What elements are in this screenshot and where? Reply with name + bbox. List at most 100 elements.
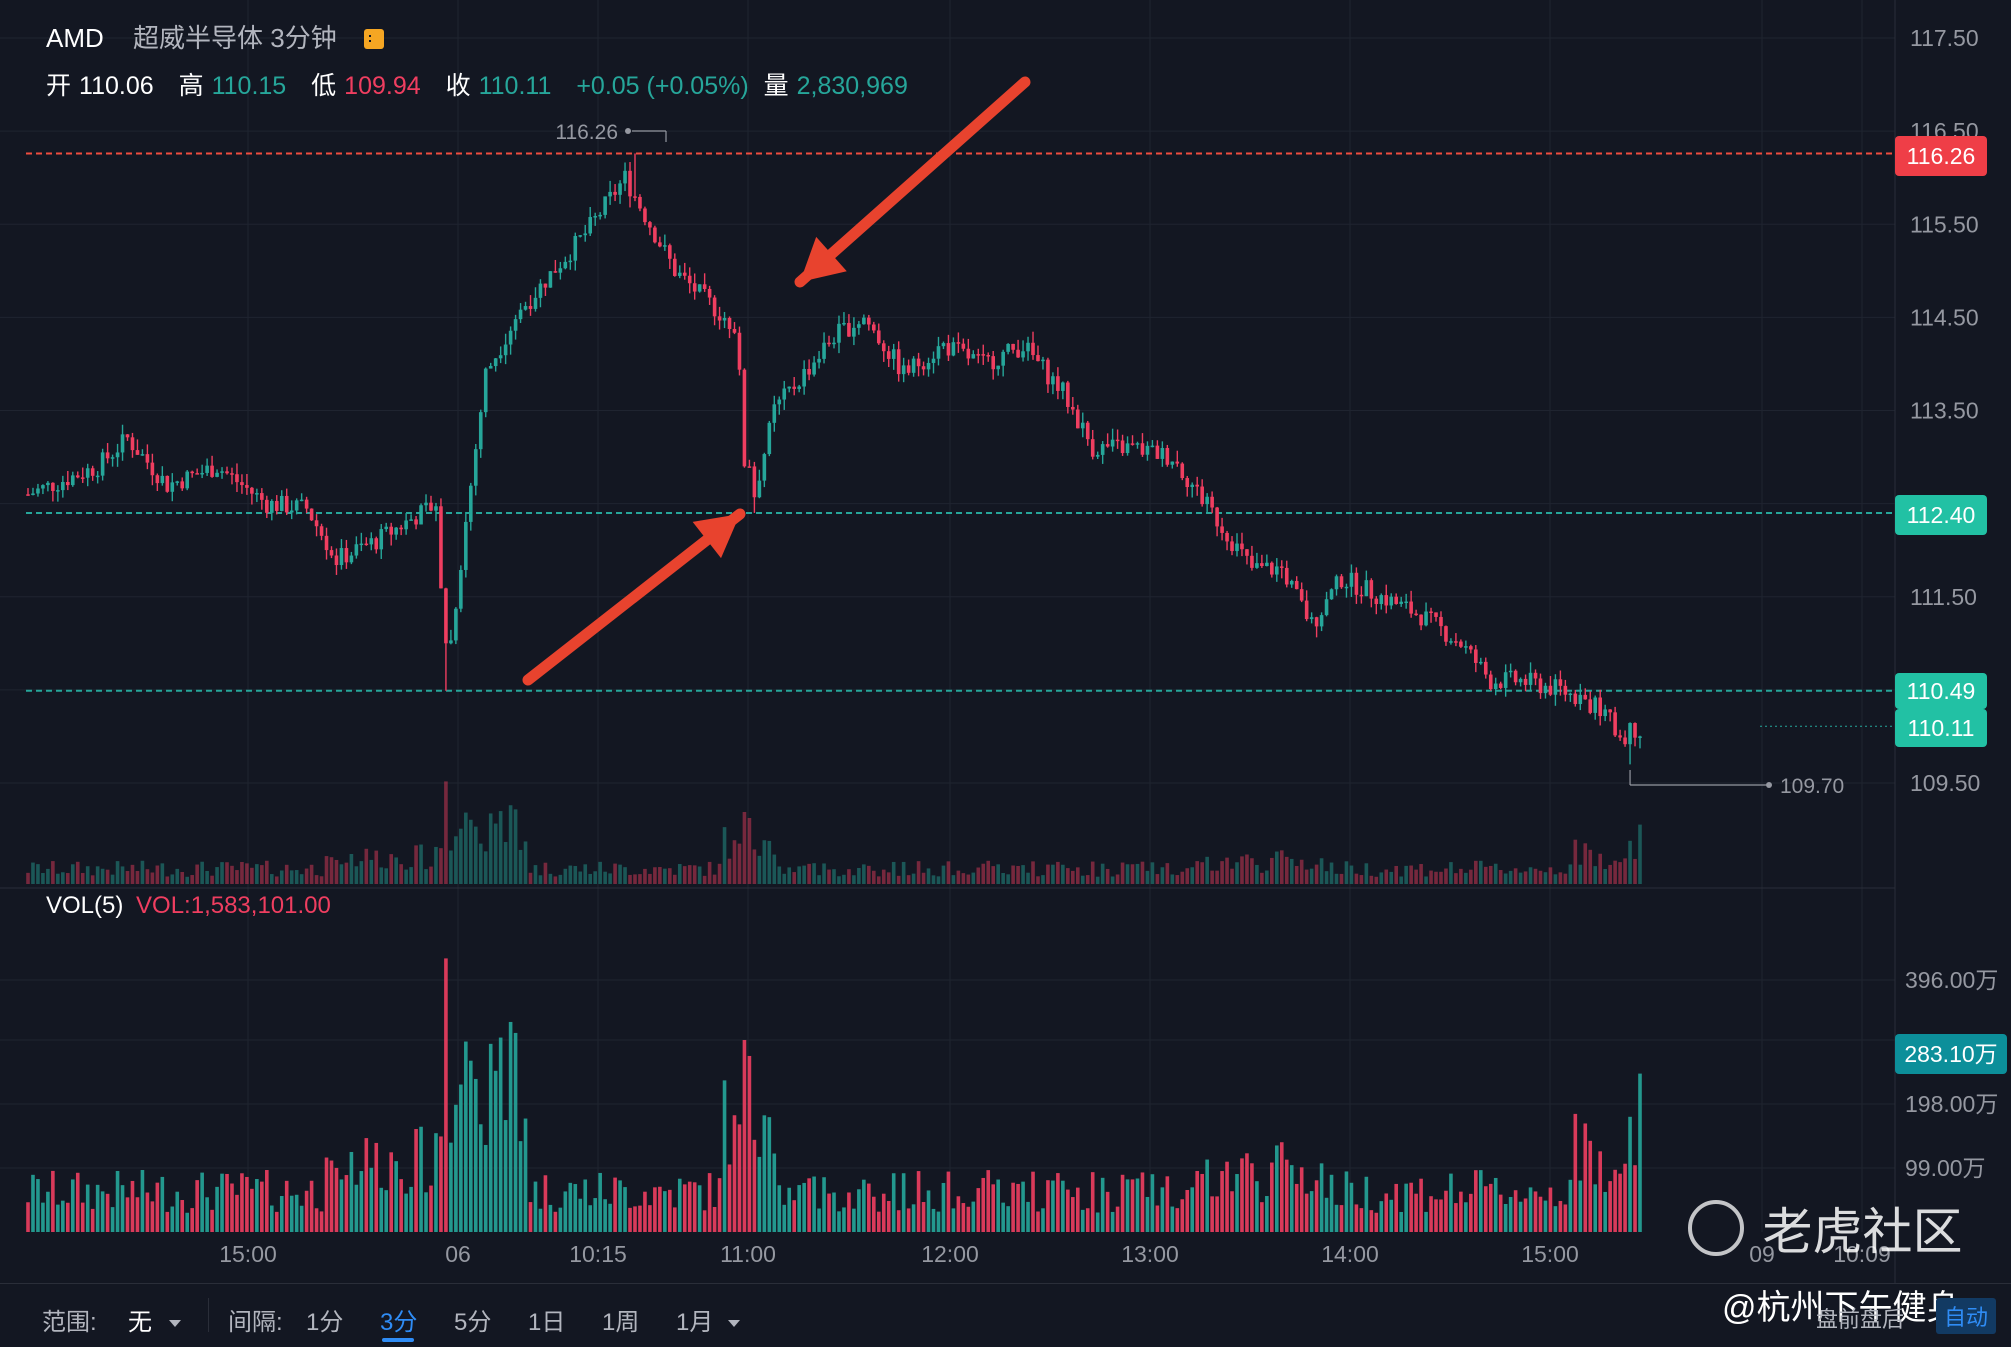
candle-body [608, 191, 612, 197]
volume-overlay-bar [265, 860, 269, 884]
volume-bar [633, 1206, 637, 1232]
volume-overlay-bar [1056, 861, 1060, 884]
volume-bar [205, 1197, 209, 1232]
volume-bar [981, 1177, 986, 1232]
volume-bar [85, 1184, 90, 1232]
candle-body [444, 588, 448, 644]
volume-bar [1354, 1204, 1359, 1232]
volume-overlay-bar [235, 870, 239, 884]
volume-bar [1021, 1181, 1025, 1232]
volume-overlay-bar [483, 851, 488, 884]
volume-bar [324, 1157, 329, 1232]
volume-overlay-bar [1573, 839, 1578, 884]
candle-body [876, 330, 881, 344]
candle-body [1006, 343, 1010, 352]
volume-bar [1215, 1196, 1219, 1232]
toolbar-divider [208, 1298, 209, 1332]
interval-5m[interactable]: 5分 [454, 1309, 492, 1336]
candle-body [483, 368, 488, 413]
volume-bar [1508, 1197, 1513, 1232]
volume-overlay-bar [434, 846, 438, 884]
high-value: 110.15 [211, 72, 287, 100]
candle-body [1155, 445, 1160, 459]
price-axis-tick: 114.50 [1910, 304, 1979, 330]
volume-overlay-bar [1543, 872, 1548, 884]
interval-1w[interactable]: 1周 [602, 1309, 640, 1336]
volume-overlay-bar [812, 863, 816, 884]
volume-bar [1503, 1203, 1508, 1232]
volume-overlay-bar [1021, 865, 1025, 884]
volume-overlay-bar [75, 861, 80, 884]
volume-overlay-bar [1115, 874, 1120, 884]
notes-icon[interactable] [363, 29, 384, 49]
volume-overlay-bar [1275, 851, 1279, 884]
candle-body [568, 260, 573, 263]
volume-bar [1235, 1174, 1239, 1232]
volume-overlay-bar [628, 874, 632, 884]
volume-bar [916, 1171, 921, 1232]
candle-body [1260, 563, 1264, 567]
candle-body [1250, 555, 1254, 568]
candle-body [986, 355, 991, 357]
volume-bar [1459, 1191, 1463, 1232]
volume-bar [732, 1115, 737, 1232]
volume-bar [1628, 1116, 1632, 1232]
volume-overlay-bar [702, 875, 707, 884]
volume-overlay-bar [976, 867, 981, 884]
volume-overlay-bar [1245, 854, 1249, 884]
candle-body [822, 342, 826, 359]
volume-overlay-bar [847, 869, 851, 884]
candle-body [1369, 580, 1374, 599]
candle-body [1190, 484, 1195, 488]
interval-1m[interactable]: 1分 [306, 1309, 344, 1336]
volume-bar [872, 1196, 876, 1232]
active-interval-indicator [382, 1338, 414, 1342]
volume-overlay-bar [324, 856, 329, 884]
candle-body [354, 544, 359, 556]
volume-overlay-bar [369, 859, 374, 884]
volume-overlay-bar [1513, 868, 1518, 884]
volume-overlay-bar [727, 858, 732, 884]
volume-bar [36, 1179, 40, 1232]
volume-bar [125, 1197, 130, 1232]
candle-body [1518, 678, 1523, 683]
volume-bar [1220, 1171, 1224, 1232]
candle-body [1215, 507, 1219, 527]
candle-body [628, 170, 632, 197]
volume-overlay-bar [1568, 864, 1573, 884]
candle-body [1245, 549, 1249, 556]
volume-bar [1548, 1187, 1553, 1232]
interval-3m[interactable]: 3分 [380, 1309, 418, 1336]
candle-body [1389, 596, 1394, 606]
volume-bar [215, 1186, 219, 1232]
volume-overlay-bar [966, 874, 971, 884]
volume-overlay-bar [1414, 869, 1418, 884]
volume-overlay-bar [782, 873, 787, 884]
candle-body [1503, 672, 1508, 688]
candle-body [558, 268, 563, 273]
volume-bar [827, 1193, 831, 1232]
volume-overlay-bar [309, 864, 314, 884]
interval-1mo[interactable]: 1月 [676, 1302, 741, 1337]
candle-body [1454, 641, 1458, 643]
volume-bar [1603, 1191, 1607, 1232]
auto-scale-toggle[interactable]: 自动 [1936, 1298, 1997, 1334]
interval-1d[interactable]: 1日 [528, 1309, 566, 1336]
change-value: +0.05 (+0.05%) [576, 72, 749, 100]
volume-bar [1533, 1191, 1538, 1232]
volume-overlay-bar [1230, 868, 1234, 884]
extended-hours-toggle[interactable]: 盘前盘后 [1816, 1307, 1905, 1332]
volume-overlay-bar [568, 865, 573, 884]
volume-overlay-bar [1434, 871, 1438, 884]
candle-body [95, 475, 100, 478]
candle-body [190, 471, 194, 474]
candle-body [1324, 599, 1329, 616]
volume-bar [533, 1181, 538, 1232]
volume-bar [1444, 1190, 1448, 1232]
range-dropdown[interactable]: 无 [128, 1302, 181, 1337]
candle-body [255, 493, 259, 495]
candle-body [1374, 598, 1379, 605]
chart-header-title: AMD 超威半导体 3分钟 [46, 18, 392, 55]
volume-overlay-bar [523, 841, 528, 884]
